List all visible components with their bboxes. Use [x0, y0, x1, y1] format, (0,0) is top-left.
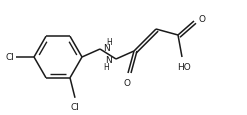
- Text: N: N: [105, 56, 112, 65]
- Text: O: O: [124, 78, 130, 87]
- Text: Cl: Cl: [71, 102, 80, 111]
- Text: O: O: [198, 15, 205, 24]
- Text: Cl: Cl: [5, 53, 14, 62]
- Text: HO: HO: [177, 62, 191, 71]
- Text: H: H: [106, 38, 112, 47]
- Text: H: H: [103, 63, 109, 72]
- Text: N: N: [103, 44, 110, 53]
